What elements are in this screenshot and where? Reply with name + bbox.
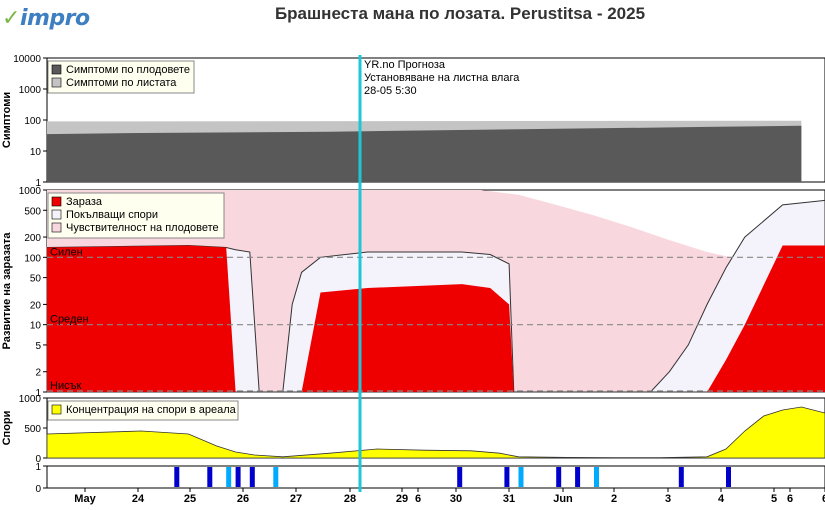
y-tick-label: 500 [24,424,41,435]
x-tick-label: May [74,493,96,505]
y-tick-label: 0 [35,484,41,495]
legend-swatch [51,77,62,88]
y-tick-label: 200 [24,233,41,244]
infection-ylabel: Развитие на заразата [1,232,13,350]
wetness-bar [207,467,213,487]
y-tick-label: 20 [30,300,42,311]
legend-label: Симптоми по листата [66,77,177,89]
x-tick-label: 29 [396,493,408,505]
threshold-label: Среден [50,314,89,326]
forecast-source: YR.no Прогноза [364,59,446,71]
wetness-bar [556,467,562,487]
axes: 100001000100101Симптоми10005002001005020… [1,54,825,505]
wetness-bar [678,467,684,487]
legend-label: Зараза [66,196,103,208]
legend-swatch [51,404,62,415]
y-tick-label: 1 [35,462,41,473]
wetness-bar [273,467,279,487]
infection-area [47,245,825,392]
logo-text: impro [19,6,90,31]
legend-label: Чувствителност на плодовете [66,222,219,234]
series-areas [46,120,825,459]
wetness-bar [457,467,463,487]
legend-label: Симптоми по плодовете [66,64,190,76]
wetness-bar [518,467,524,487]
symptoms-legend [47,60,195,94]
infection-legend [47,192,225,239]
y-tick-label: 500 [24,206,41,217]
fruit-symptoms-area [47,125,802,182]
threshold-label: Нисък [50,380,81,392]
y-tick-label: 100 [24,253,41,264]
legend-label: Покълващи спори [66,209,158,221]
legend-swatch [51,64,62,75]
spores-legend [47,400,239,421]
legend-swatch [51,196,62,207]
x-tick-label: 27 [290,493,302,505]
forecast-leaf-wetness: Установяване на листна влага [364,72,520,84]
wetness-bar [235,467,241,487]
wetness-bars [174,467,731,487]
spores-ylabel: Спори [1,411,13,446]
legend-swatch [51,222,62,233]
y-tick-label: 1000 [19,186,42,197]
x-tick-label: 4 [718,493,725,505]
x-tick-label: 2 [611,493,617,505]
x-tick-label: 30 [450,493,462,505]
forecast-time: 28-05 5:30 [364,85,417,97]
x-tick-label: 31 [503,493,515,505]
x-tick-label: 3 [665,493,671,505]
y-tick-label: 5 [35,341,41,352]
y-tick-label: 1000 [19,85,42,96]
x-tick-label: 6 [787,493,793,505]
y-tick-label: 100 [24,116,41,127]
wetness-bar [174,467,180,487]
impro-logo: ✓impro [2,6,90,31]
x-tick-label: 6 [415,493,421,505]
y-tick-label: 1000 [19,394,42,405]
wetness-bar [594,467,599,487]
leaf-icon: ✓ [2,6,20,31]
y-tick-label: 50 [30,274,42,285]
threshold-label: Силен [50,246,83,258]
x-tick-label: Jun [553,493,573,505]
wetness-bar [226,467,232,487]
y-tick-label: 10 [30,147,42,158]
wetness-bar [504,467,510,487]
x-tick-label: 6 [822,493,825,505]
threshold-lines: Силен Среден Нисък [47,246,825,392]
wetness-bar [575,467,581,487]
y-tick-label: 1 [35,388,41,399]
legend-swatch [51,209,62,220]
wetness-bar [726,467,731,487]
symptoms-ylabel: Симптоми [1,92,13,148]
x-tick-label: 5 [771,493,777,505]
y-tick-label: 10 [30,321,42,332]
legend-label: Концентрация на спори в ареала [66,404,237,416]
y-tick-label: 10000 [13,54,41,65]
x-tick-label: 24 [132,493,145,505]
chart-title: Брашнеста мана по лозата. Perustitsa - 2… [274,4,646,23]
y-tick-label: 1 [35,178,41,189]
x-tick-label: 28 [344,493,356,505]
wetness-bar [249,467,255,487]
x-tick-label: 25 [184,493,196,505]
spore-concentration-area [46,406,825,459]
y-tick-label: 0 [35,454,41,465]
y-tick-label: 2 [35,368,41,379]
wetness-panel [46,465,825,489]
x-tick-label: 26 [237,493,249,505]
